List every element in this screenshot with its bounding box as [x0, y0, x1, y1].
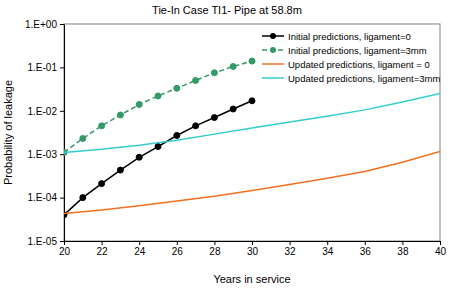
y-tick: 1.E-05	[28, 236, 64, 247]
legend-item: Updated predictions, ligament=3mm	[262, 73, 440, 84]
series-marker	[174, 85, 180, 91]
series-marker	[211, 115, 217, 121]
legend-label: Initial predictions, ligament=0	[288, 31, 411, 42]
x-tick-label: 30	[247, 246, 259, 257]
y-tick-label: 1.E-01	[28, 62, 58, 73]
legend-label: Initial predictions, ligament=3mm	[288, 45, 427, 56]
y-tick: 1.E+00	[25, 19, 64, 30]
series-marker	[249, 98, 255, 104]
y-tick-mark	[60, 198, 64, 199]
x-tick-mark	[290, 241, 291, 245]
x-tick: 36	[360, 241, 372, 257]
series-marker	[211, 70, 217, 76]
legend-item: Initial predictions, ligament=0	[262, 31, 411, 42]
x-tick-mark	[214, 241, 215, 245]
series-marker	[117, 167, 123, 173]
x-tick: 22	[97, 241, 109, 257]
legend: Initial predictions, ligament=0 Initial p…	[262, 31, 440, 84]
x-tick-label: 20	[59, 246, 71, 257]
series-marker	[136, 154, 142, 160]
series-marker	[230, 63, 236, 69]
y-tick-mark	[60, 241, 64, 242]
y-tick-mark	[60, 24, 64, 25]
x-tick: 32	[285, 241, 297, 257]
plot-frame	[64, 24, 440, 241]
x-tick: 30	[247, 241, 259, 257]
x-tick-label: 26	[172, 246, 184, 257]
series-marker	[249, 58, 255, 64]
series-marker	[155, 144, 161, 150]
series-marker	[174, 132, 180, 138]
series-line	[64, 94, 440, 153]
series-marker	[193, 123, 199, 129]
x-axis-title: Years in service	[213, 273, 290, 285]
series-group	[64, 58, 440, 218]
x-tick-mark	[177, 241, 178, 245]
x-tick-label: 40	[435, 246, 447, 257]
x-tick: 40	[435, 241, 447, 257]
x-tick-mark	[64, 241, 65, 245]
x-tick-label: 38	[397, 246, 409, 257]
legend-swatch	[262, 63, 284, 65]
x-tick-mark	[365, 241, 366, 245]
x-tick: 20	[59, 241, 71, 257]
series-marker	[193, 77, 199, 83]
series-marker	[136, 101, 142, 107]
series-marker	[117, 112, 123, 118]
chart: Tie-In Case TI1- Pipe at 58.8m 20 22 24 26 28…	[0, 0, 454, 293]
y-tick-mark	[60, 154, 64, 155]
x-tick-mark	[402, 241, 403, 245]
x-tick-mark	[440, 241, 441, 245]
x-tick-label: 36	[360, 246, 372, 257]
series-marker	[155, 93, 161, 99]
legend-marker	[270, 47, 276, 53]
legend-label: Updated predictions, ligament = 0	[288, 59, 430, 70]
legend-item: Initial predictions, ligament=3mm	[262, 45, 427, 56]
y-tick-mark	[60, 67, 64, 68]
x-tick-mark	[252, 241, 253, 245]
series-line	[64, 101, 252, 215]
y-tick-label: 1.E-05	[28, 236, 58, 247]
y-axis: 1.E-05 1.E-04 1.E-03 1.E-02 1.E-01 1.E+00	[25, 19, 64, 247]
y-tick: 1.E-04	[28, 192, 64, 203]
x-tick-label: 32	[285, 246, 297, 257]
series-line	[64, 152, 440, 214]
x-tick: 28	[209, 241, 221, 257]
x-tick: 26	[172, 241, 184, 257]
legend-label: Updated predictions, ligament=3mm	[288, 73, 440, 84]
series-marker	[230, 106, 236, 112]
x-tick-label: 28	[209, 246, 221, 257]
y-tick: 1.E-03	[28, 149, 64, 160]
y-tick-label: 1.E-04	[28, 192, 58, 203]
x-tick: 38	[397, 241, 409, 257]
legend-item: Updated predictions, ligament = 0	[262, 59, 430, 70]
x-tick: 24	[134, 241, 146, 257]
y-tick-label: 1.E-02	[28, 106, 58, 117]
x-tick-label: 24	[134, 246, 146, 257]
series-line	[64, 61, 252, 152]
series-marker	[80, 136, 86, 142]
y-tick: 1.E-02	[28, 106, 64, 117]
y-tick-mark	[60, 111, 64, 112]
x-tick-mark	[327, 241, 328, 245]
y-tick-label: 1.E+00	[25, 19, 57, 30]
x-axis: 20 22 24 26 28 30 32 34 36 38 40	[59, 241, 447, 257]
series-marker	[99, 181, 105, 187]
x-tick: 34	[322, 241, 334, 257]
x-tick-label: 34	[322, 246, 334, 257]
y-tick: 1.E-01	[28, 62, 64, 73]
y-axis-title: Probability of leakage	[2, 80, 14, 185]
legend-swatch	[262, 77, 284, 79]
legend-marker	[270, 33, 276, 39]
x-tick-mark	[139, 241, 140, 245]
series-marker	[80, 195, 86, 201]
plot: 20 22 24 26 28 30 32 34 36 38 40 1.E-05 1.E-04 1.E-03…	[25, 19, 446, 257]
series-marker	[99, 123, 105, 129]
y-tick-label: 1.E-03	[28, 149, 58, 160]
title: Tie-In Case TI1- Pipe at 58.8m	[152, 4, 302, 16]
y-axis-line	[64, 25, 65, 242]
x-tick-mark	[102, 241, 103, 245]
x-tick-label: 22	[97, 246, 109, 257]
